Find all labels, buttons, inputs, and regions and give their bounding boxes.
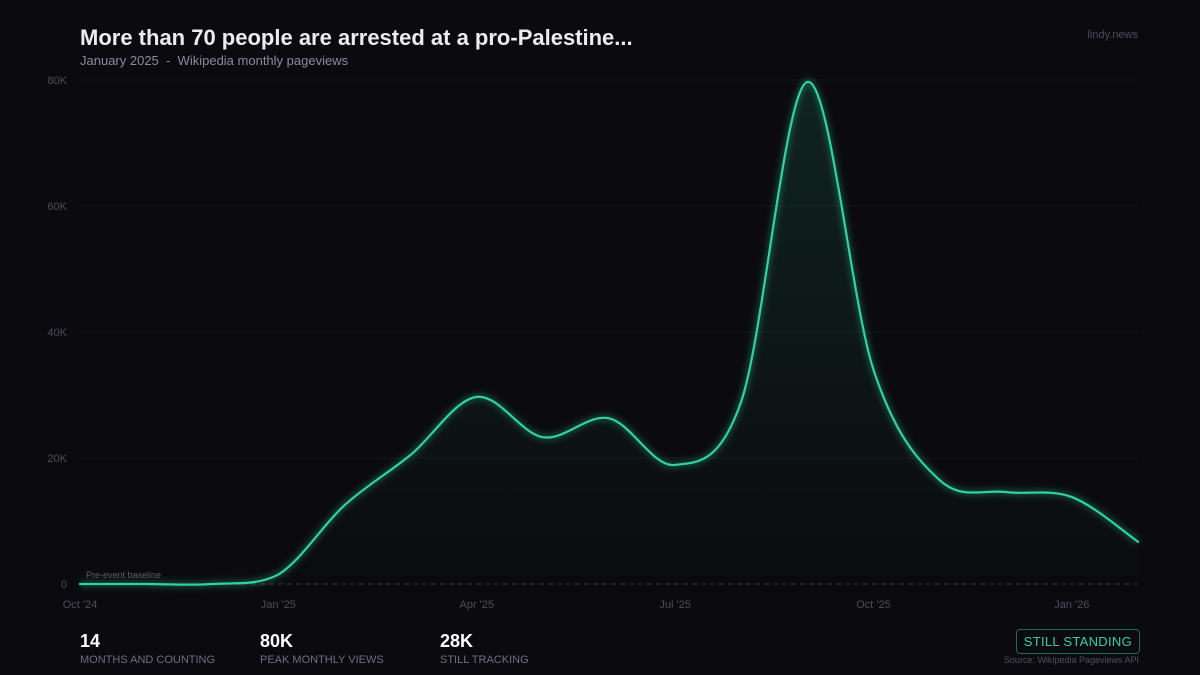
chart-title: More than 70 people are arrested at a pr… <box>80 25 633 50</box>
x-tick-label: Jul '25 <box>659 599 690 611</box>
y-tick-label: 80K <box>47 75 67 87</box>
stat-value: 80K <box>260 631 294 651</box>
stat-label: PEAK MONTHLY VIEWS <box>260 654 384 666</box>
y-tick-label: 40K <box>47 327 67 339</box>
x-tick-label: Jan '26 <box>1054 599 1089 611</box>
x-tick-label: Jan '25 <box>261 599 296 611</box>
chart-subtitle: January 2025 - Wikipedia monthly pagevie… <box>80 53 349 68</box>
x-tick-label: Oct '25 <box>856 599 891 611</box>
stat-value: 28K <box>440 631 474 651</box>
x-tick-label: Apr '25 <box>459 599 494 611</box>
stat-label: STILL TRACKING <box>440 654 529 666</box>
area-fill <box>80 81 1138 585</box>
stat-months: 14 MONTHS AND COUNTING <box>80 631 215 666</box>
series-line <box>78 80 1140 586</box>
stat-value: 14 <box>80 631 101 651</box>
source-note: Source: Wikipedia Pageviews API <box>1003 655 1139 665</box>
stat-peak: 80K PEAK MONTHLY VIEWS <box>260 631 384 666</box>
x-tick-label: Oct '24 <box>63 599 98 611</box>
y-tick-label: 0 <box>61 579 67 591</box>
stat-tracking: 28K STILL TRACKING <box>440 631 529 666</box>
y-tick-label: 60K <box>47 201 67 213</box>
status-badge: STILL STANDING <box>1015 629 1140 654</box>
y-tick-label: 20K <box>47 453 67 465</box>
baseline-label: Pre-event baseline <box>86 570 161 580</box>
brand-label: lindy.news <box>1087 29 1138 41</box>
stat-label: MONTHS AND COUNTING <box>80 654 216 666</box>
